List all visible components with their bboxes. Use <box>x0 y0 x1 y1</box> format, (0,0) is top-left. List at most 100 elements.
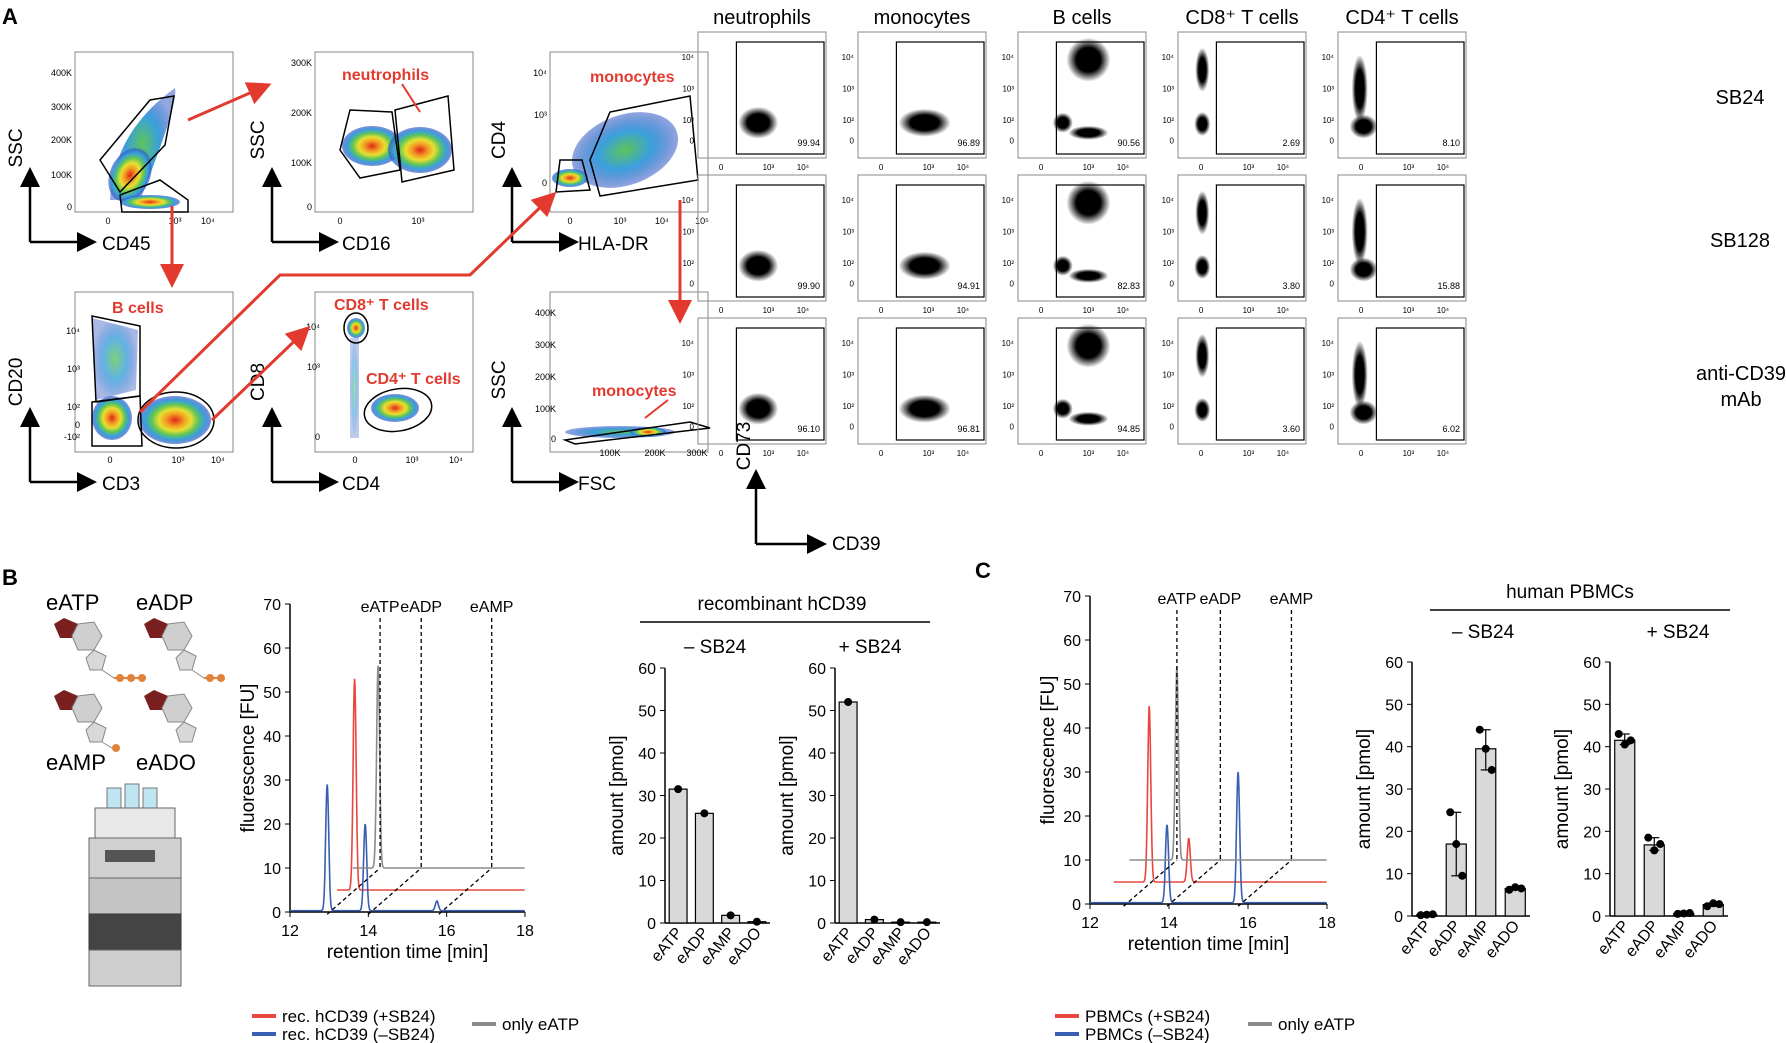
y-tick-label: 20 <box>1063 809 1081 826</box>
y-tick: 0 <box>551 434 556 444</box>
gate <box>895 327 985 441</box>
y-tick-label: 30 <box>263 773 281 790</box>
y-tick: 0 <box>690 422 695 431</box>
x-tick: 10⁴ <box>1117 449 1130 458</box>
y-tick: 10⁴ <box>1162 53 1175 62</box>
plot-frame <box>314 51 474 213</box>
population-density <box>347 318 365 338</box>
y-tick: 0 <box>1170 279 1175 288</box>
y-tick: 10³ <box>842 228 854 237</box>
y-tick: 10² <box>1322 116 1334 125</box>
population-density <box>738 392 779 425</box>
gate <box>735 41 825 155</box>
peak-label: eATP <box>1157 591 1196 608</box>
y-tick: 10⁴ <box>682 196 695 205</box>
molecule-eatp: eATP <box>46 590 146 682</box>
instrument-module <box>88 877 182 915</box>
population-density <box>342 126 402 166</box>
plot-frame <box>857 174 987 302</box>
molecule-label: eAMP <box>46 750 106 775</box>
y-tick: 0 <box>1010 136 1015 145</box>
plot-frame <box>1337 31 1467 159</box>
peak-marker-diagonal <box>1123 859 1178 907</box>
data-point <box>1715 900 1724 909</box>
gate <box>343 312 369 344</box>
y-tick-label: 10 <box>263 861 281 878</box>
phosphate-icon <box>112 744 120 752</box>
gate-percentage: 96.81 <box>957 424 980 434</box>
y-tick-label: 40 <box>808 746 826 763</box>
gate <box>91 395 143 447</box>
molecule-eamp: eAMP <box>46 690 120 775</box>
data-point <box>700 809 709 818</box>
panel-letter-a: A <box>2 4 18 29</box>
peak-marker-diagonal <box>1166 859 1221 907</box>
legend-c: PBMCs (+SB24) PBMCs (–SB24) only eATP <box>1055 1007 1355 1043</box>
gate <box>1215 184 1305 298</box>
pentagon-icon <box>144 690 168 710</box>
y-tick-label: 40 <box>263 729 281 746</box>
plot-frame <box>697 317 827 445</box>
y-tick: 0 <box>1170 136 1175 145</box>
series-line <box>1113 705 1327 883</box>
y-tick: 10² <box>682 402 694 411</box>
y-tick: 10³ <box>67 364 80 374</box>
y-axis-label: fluorescence [FU] <box>238 684 259 833</box>
data-point <box>896 918 905 927</box>
gate <box>363 387 433 433</box>
gate <box>394 95 455 183</box>
molecule-label: eATP <box>46 590 99 615</box>
peak-marker-diagonal <box>438 867 493 915</box>
y-tick-label: 0 <box>647 916 656 933</box>
y-tick: 10² <box>1162 259 1174 268</box>
x-tick: 10³ <box>1083 163 1095 172</box>
y-tick-label: 70 <box>263 597 281 614</box>
y-tick: 0 <box>307 202 312 212</box>
population-density <box>898 251 951 280</box>
x-tick: 10³ <box>1403 163 1415 172</box>
y-tick: 10⁴ <box>842 196 855 205</box>
plot-frame <box>857 31 987 159</box>
y-tick: 10⁴ <box>66 326 80 336</box>
gate-percentage: 15.88 <box>1437 281 1460 291</box>
y-tick-label: 40 <box>1385 740 1403 757</box>
x-tick: 10⁴ <box>957 306 970 315</box>
gate <box>562 421 711 445</box>
y-tick: 10⁴ <box>682 339 695 348</box>
data-point <box>752 917 761 926</box>
data-point <box>1703 902 1712 911</box>
peak-label: eADP <box>400 599 442 616</box>
gate-percentage: 94.91 <box>957 281 980 291</box>
y-tick: 10⁴ <box>1162 339 1175 348</box>
x-tick: 10³ <box>763 449 775 458</box>
y-tick: 10³ <box>1002 371 1014 380</box>
data-point <box>1475 725 1484 734</box>
population-density <box>1194 397 1211 422</box>
y-tick: 400K <box>535 308 556 318</box>
x-tick: 0 <box>1359 449 1364 458</box>
y-tick: 10⁴ <box>306 322 320 332</box>
gate-percentage: 94.85 <box>1117 424 1140 434</box>
y-tick-label: 20 <box>1385 824 1403 841</box>
y-tick-label: 0 <box>272 905 281 922</box>
y-axis-label: CD20 <box>6 358 27 407</box>
x-tick: 0 <box>1359 306 1364 315</box>
x-tick: 10³ <box>1243 449 1255 458</box>
phosphate-chain <box>101 669 115 679</box>
gate <box>1215 41 1305 155</box>
x-tick: 10³ <box>1403 306 1415 315</box>
bottle-icon <box>142 787 158 809</box>
x-tick: 10⁴ <box>201 216 215 226</box>
gating-plot-cd3-cd20: B cells 10⁴ 10³ 10² 0 -10² 0 10³ 10⁴ CD2… <box>6 291 234 495</box>
y-tick-label: 0 <box>1394 909 1403 926</box>
phosphate-icon <box>206 674 214 682</box>
instrument-module <box>94 807 176 839</box>
data-point <box>1644 833 1653 842</box>
population-density <box>1066 37 1111 82</box>
x-tick: 10³ <box>613 216 626 226</box>
y-tick-label: 30 <box>808 789 826 806</box>
x-tick: 10⁴ <box>1277 449 1290 458</box>
pentagon-icon <box>175 721 197 743</box>
